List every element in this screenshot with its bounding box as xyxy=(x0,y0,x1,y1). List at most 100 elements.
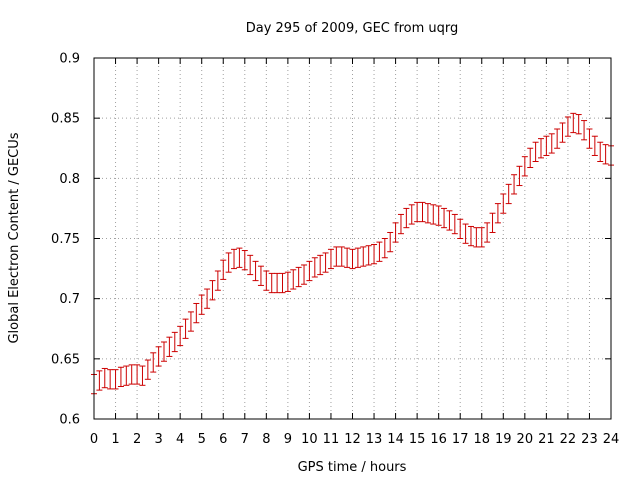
x-tick-label: 10 xyxy=(301,432,318,447)
error-bar-point xyxy=(424,203,431,224)
error-bar-point xyxy=(408,204,415,225)
error-bar-point xyxy=(322,252,329,273)
error-bar-point xyxy=(419,201,426,223)
error-bar-point xyxy=(543,135,550,156)
error-bar-point xyxy=(301,264,308,285)
error-bar-point xyxy=(505,183,512,205)
y-axis-label: Global Electron Content / GECUs xyxy=(7,132,22,343)
error-bar-point xyxy=(128,364,135,385)
error-bar-point xyxy=(435,205,442,226)
error-bar-point xyxy=(414,201,421,223)
error-bar-point xyxy=(581,120,588,141)
error-bar-point xyxy=(123,365,130,386)
x-tick-label: 23 xyxy=(581,432,598,447)
error-bar-point xyxy=(177,325,184,347)
error-bar-point xyxy=(225,252,232,273)
error-bar-point xyxy=(376,241,383,262)
error-bar-point xyxy=(559,122,566,143)
error-bar-point xyxy=(101,367,108,389)
x-tick-label: 3 xyxy=(154,432,162,447)
error-bar-point xyxy=(139,365,146,386)
error-bar-point xyxy=(360,246,367,267)
x-tick-label: 13 xyxy=(366,432,383,447)
error-bar-point xyxy=(338,246,345,267)
grid-layer xyxy=(94,58,611,419)
error-bar-point xyxy=(193,302,200,324)
error-bar-point xyxy=(349,248,356,270)
x-tick-label: 12 xyxy=(344,432,361,447)
x-tick-label: 6 xyxy=(219,432,227,447)
error-bar-point xyxy=(575,114,582,135)
error-bar-point xyxy=(564,116,571,137)
error-bar-point xyxy=(397,213,404,235)
x-tick-label: 1 xyxy=(111,432,119,447)
x-tick-label: 19 xyxy=(495,432,512,447)
error-bar-point xyxy=(317,254,324,276)
error-bar-point xyxy=(586,128,593,149)
error-bar-point xyxy=(231,248,238,270)
error-bar-point xyxy=(220,259,227,280)
x-tick-label: 2 xyxy=(133,432,141,447)
y-tick-label: 0.75 xyxy=(51,232,80,247)
error-bar-point xyxy=(198,294,205,315)
error-bar-point xyxy=(365,245,372,266)
error-bar-point xyxy=(112,369,119,390)
error-bar-point xyxy=(554,128,561,149)
x-tick-label: 18 xyxy=(473,432,490,447)
error-bar-point xyxy=(290,269,297,290)
error-bar-point xyxy=(107,369,114,390)
x-tick-label: 14 xyxy=(387,432,404,447)
x-tick-label: 20 xyxy=(517,432,534,447)
error-bar-point xyxy=(155,346,162,367)
error-bar-point xyxy=(548,133,555,154)
error-bar-point xyxy=(327,248,334,270)
error-bar-point xyxy=(354,247,361,268)
x-tick-label: 22 xyxy=(560,432,577,447)
error-bar-point xyxy=(306,260,313,282)
error-bar-point xyxy=(537,138,544,159)
error-bar-point xyxy=(591,135,598,156)
x-tick-label: 24 xyxy=(603,432,620,447)
x-tick-label: 16 xyxy=(430,432,447,447)
y-tick-label: 0.7 xyxy=(59,292,80,307)
error-bar-point xyxy=(392,222,399,243)
error-bar-point xyxy=(489,212,496,233)
ticks-layer xyxy=(93,57,612,420)
error-bar-point xyxy=(511,174,518,195)
error-bar-point xyxy=(467,225,474,247)
error-bar-point xyxy=(117,366,124,388)
x-tick-label: 8 xyxy=(262,432,270,447)
error-bar-point xyxy=(527,147,534,169)
y-tick-label: 0.65 xyxy=(51,352,80,367)
error-bar-point xyxy=(430,204,437,225)
error-bar-point xyxy=(284,271,291,292)
y-tick-label: 0.9 xyxy=(59,52,80,67)
error-bar-point xyxy=(570,112,577,134)
x-tick-label: 9 xyxy=(284,432,292,447)
error-bar-point xyxy=(268,272,275,294)
error-bar-point xyxy=(333,246,340,267)
y-tick-label: 0.85 xyxy=(51,112,80,127)
error-bar-point xyxy=(182,318,189,339)
error-bar-point xyxy=(462,223,469,244)
error-bar-point xyxy=(457,218,464,239)
x-tick-label: 4 xyxy=(176,432,184,447)
error-bar-point xyxy=(236,247,243,268)
error-bar-point xyxy=(344,247,351,268)
error-bar-point xyxy=(96,370,103,391)
error-bar-point xyxy=(263,270,270,291)
error-bar-point xyxy=(451,213,458,235)
error-bar-point xyxy=(516,165,523,187)
error-bar-point xyxy=(387,231,394,253)
error-bar-point xyxy=(295,266,302,288)
error-bar-point xyxy=(602,144,609,165)
error-bar-point xyxy=(494,203,501,224)
x-tick-label: 11 xyxy=(323,432,340,447)
chart-title: Day 295 of 2009, GEC from uqrg xyxy=(246,21,459,36)
error-bar-point xyxy=(274,272,281,294)
error-bar-point xyxy=(247,254,254,276)
error-bar-point xyxy=(403,207,410,229)
x-tick-label: 17 xyxy=(452,432,469,447)
error-bar-point xyxy=(252,260,259,282)
